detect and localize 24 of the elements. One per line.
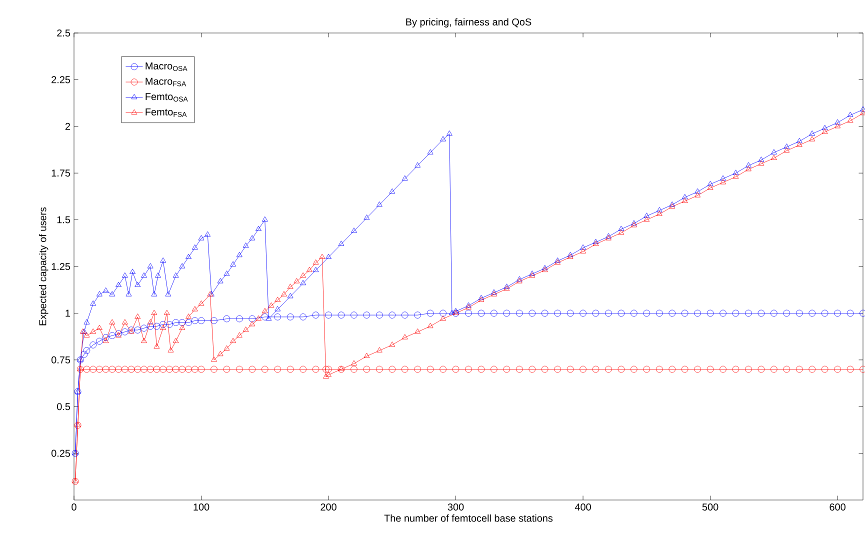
y-axis-title: Expected capacity of users (38, 207, 48, 326)
y-tick-label: 2.25 (52, 76, 70, 84)
y-tick-label: 1 (66, 310, 70, 317)
legend-label: Macro$_{FSA}$ (146, 78, 186, 86)
y-tick-label: 1.25 (52, 262, 70, 270)
legend-label: Femto$_{OSA}$ (146, 93, 188, 102)
y-tick-label: 1.75 (52, 170, 70, 177)
x-tick-label: 0 (72, 504, 76, 511)
y-tick-label: 2.5 (57, 29, 70, 37)
y-tick-label: 0.25 (51, 450, 70, 457)
y-tick-label: 0.5 (57, 403, 70, 410)
legend-label: Macro$_{OSA}$ (146, 62, 188, 71)
x-tick-label: 100 (194, 504, 210, 511)
legend-label: Femto$_{FSA}$ (146, 108, 187, 117)
y-tick-label: 1.5 (57, 216, 70, 224)
y-tick-label: 0.75 (51, 356, 70, 364)
x-tick-label: 200 (320, 504, 336, 511)
x-tick-label: 600 (830, 504, 846, 511)
x-tick-label: 300 (448, 504, 464, 511)
x-tick-label: 400 (574, 504, 591, 511)
x-axis-title: The number of femtocell base stations (384, 514, 553, 522)
y-tick-label: 2 (65, 122, 70, 130)
x-tick-label: 500 (702, 504, 718, 511)
chart-title: By pricing, fairness and QoS (406, 18, 532, 28)
